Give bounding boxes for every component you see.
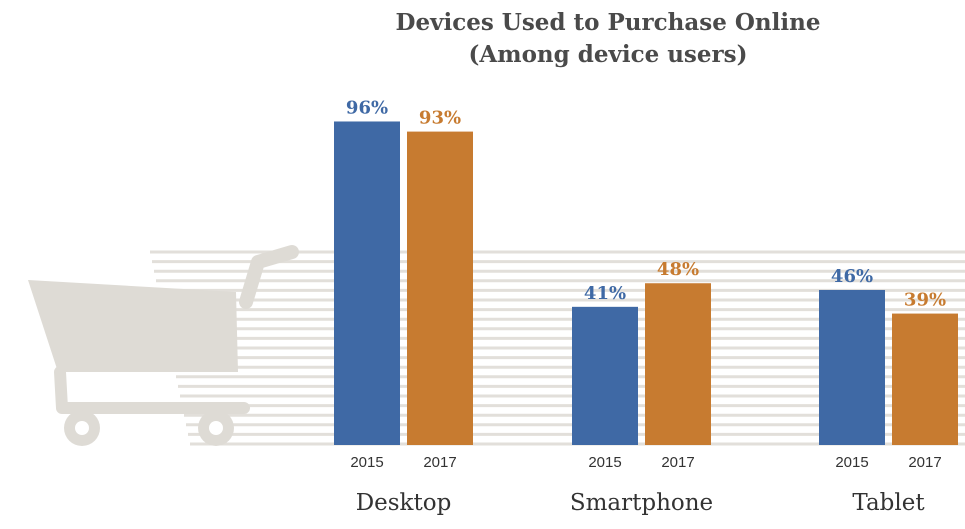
value-label-desktop-2017: 93%	[419, 108, 461, 129]
value-label-smartphone-2017: 48%	[657, 259, 699, 280]
bar-desktop-2017	[407, 131, 473, 445]
bar-tablet-2017	[892, 313, 958, 445]
bar-tablet-2015	[819, 289, 885, 445]
bar-smartphone-2017	[645, 283, 711, 445]
value-label-desktop-2015: 96%	[346, 97, 388, 118]
bar-desktop-2015	[334, 121, 400, 445]
category-label-smartphone: Smartphone	[570, 490, 713, 516]
category-label-tablet: Tablet	[852, 490, 925, 516]
year-label-desktop-2015: 2015	[350, 454, 383, 471]
year-label-desktop-2017: 2017	[423, 454, 456, 471]
bar-smartphone-2015	[572, 306, 638, 445]
value-label-group: 96% 93% 41% 48% 46% 39%	[346, 97, 946, 310]
value-label-smartphone-2015: 41%	[584, 283, 626, 304]
bar-group	[334, 121, 958, 445]
year-label-tablet-2017: 2017	[908, 454, 941, 471]
year-label-smartphone-2015: 2015	[588, 454, 621, 471]
category-label-group: Desktop Smartphone Tablet	[356, 490, 926, 516]
value-label-tablet-2017: 39%	[904, 290, 946, 311]
year-label-smartphone-2017: 2017	[661, 454, 694, 471]
chart-title-line-2: (Among device users)	[469, 41, 748, 68]
year-label-group: 2015 2017 2015 2017 2015 2017	[350, 454, 941, 471]
value-label-tablet-2015: 46%	[831, 266, 873, 287]
category-label-desktop: Desktop	[356, 490, 452, 516]
chart-title-line-1: Devices Used to Purchase Online	[396, 9, 821, 36]
year-label-tablet-2015: 2015	[835, 454, 868, 471]
